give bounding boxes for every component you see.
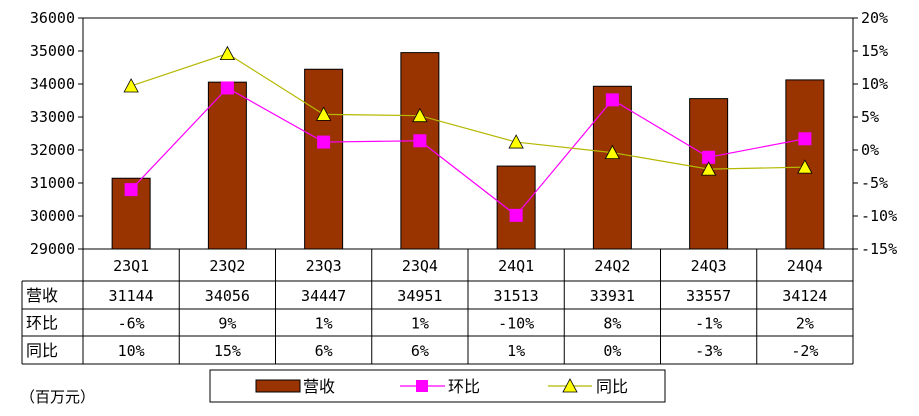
table-cell: 6% bbox=[315, 342, 333, 360]
mom-point bbox=[605, 93, 619, 107]
table-cell: 1% bbox=[507, 342, 525, 360]
mom-point bbox=[220, 81, 234, 95]
legend-label: 环比 bbox=[448, 377, 480, 396]
table-cell: 31144 bbox=[109, 287, 154, 305]
left-tick-label: 35000 bbox=[30, 42, 75, 60]
table-cell: 34447 bbox=[301, 287, 346, 305]
table-cell: 34124 bbox=[782, 287, 827, 305]
legend-mom-marker bbox=[416, 380, 428, 392]
right-tick-label: -5% bbox=[861, 174, 888, 192]
legend-label: 同比 bbox=[596, 377, 628, 396]
table-cell: -1% bbox=[695, 315, 722, 333]
yoy-point bbox=[508, 134, 524, 149]
table-cell: 34056 bbox=[205, 287, 250, 305]
category-label: 24Q2 bbox=[594, 257, 630, 275]
yoy-point bbox=[797, 159, 813, 174]
left-tick-label: 34000 bbox=[30, 75, 75, 93]
revenue-bar bbox=[496, 165, 536, 250]
table-cell: 15% bbox=[214, 342, 241, 360]
data-table: 23Q1 23Q2 23Q3 23Q4 24Q1 24Q2 24Q3 24Q4 营收 31144 3… bbox=[21, 248, 854, 365]
table-cell: 8% bbox=[603, 315, 621, 333]
mom-point bbox=[509, 208, 523, 222]
left-tick-label: 31000 bbox=[30, 174, 75, 192]
table-cell: 0% bbox=[603, 342, 621, 360]
table-cell: 31513 bbox=[494, 287, 539, 305]
right-tick-label: 15% bbox=[861, 42, 888, 60]
category-label: 23Q2 bbox=[209, 257, 245, 275]
mom-point bbox=[798, 132, 812, 146]
legend-bar-swatch bbox=[255, 379, 301, 393]
table-cell: 1% bbox=[411, 315, 429, 333]
unit-label: （百万元） bbox=[20, 388, 95, 406]
category-label: 23Q1 bbox=[113, 257, 149, 275]
mom-point bbox=[124, 183, 138, 197]
category-label: 24Q3 bbox=[691, 257, 727, 275]
legend: 营收 环比 同比 bbox=[209, 369, 666, 403]
yoy-point bbox=[123, 78, 139, 93]
right-tick-label: 5% bbox=[861, 108, 879, 126]
yoy-point bbox=[412, 107, 428, 123]
yoy-point bbox=[315, 106, 332, 121]
mom-point bbox=[413, 134, 427, 148]
table-cell: -2% bbox=[791, 342, 818, 360]
yoy-point bbox=[700, 161, 717, 176]
left-tick-label: 29000 bbox=[30, 240, 75, 258]
category-label: 23Q3 bbox=[306, 257, 342, 275]
table-cell: 10% bbox=[118, 342, 145, 360]
table-row-label: 同比 bbox=[26, 341, 58, 360]
table-cell: 2% bbox=[796, 315, 814, 333]
table-cell: 6% bbox=[411, 342, 429, 360]
plot-area: 36000 35000 34000 33000 32000 31000 30000 29000… bbox=[30, 9, 897, 258]
right-tick-label: 0% bbox=[861, 141, 879, 159]
revenue-bar bbox=[207, 81, 247, 250]
category-label: 23Q4 bbox=[402, 257, 438, 275]
legend-yoy-marker bbox=[562, 378, 578, 393]
left-tick-label: 33000 bbox=[30, 108, 75, 126]
left-tick-label: 36000 bbox=[30, 9, 75, 27]
table-cell: 1% bbox=[315, 315, 333, 333]
right-tick-label: -10% bbox=[861, 207, 897, 225]
table-cell: 33931 bbox=[590, 287, 635, 305]
table-cell: -3% bbox=[695, 342, 722, 360]
yoy-point bbox=[219, 45, 236, 61]
revenue-bar bbox=[304, 68, 344, 250]
right-tick-label: 10% bbox=[861, 75, 888, 93]
category-label: 24Q4 bbox=[787, 257, 823, 275]
legend-label: 营收 bbox=[303, 377, 335, 396]
category-label: 24Q1 bbox=[498, 257, 534, 275]
plot-frame bbox=[82, 17, 854, 250]
revenue-bar bbox=[592, 85, 632, 250]
mom-line bbox=[130, 87, 805, 217]
table-row-label: 环比 bbox=[26, 314, 58, 333]
table-cell: 9% bbox=[218, 315, 236, 333]
table-cell: -10% bbox=[498, 315, 534, 333]
right-tick-label: -15% bbox=[861, 240, 897, 258]
table-row-label: 营收 bbox=[26, 286, 58, 305]
table-cell: -6% bbox=[118, 315, 145, 333]
yoy-point bbox=[604, 144, 621, 160]
yoy-line bbox=[130, 52, 805, 170]
right-tick-label: 20% bbox=[861, 9, 888, 27]
table-cell: 34951 bbox=[397, 287, 442, 305]
left-tick-label: 30000 bbox=[30, 207, 75, 225]
mom-point bbox=[317, 135, 331, 149]
left-tick-label: 32000 bbox=[30, 141, 75, 159]
table-cell: 33557 bbox=[686, 287, 731, 305]
